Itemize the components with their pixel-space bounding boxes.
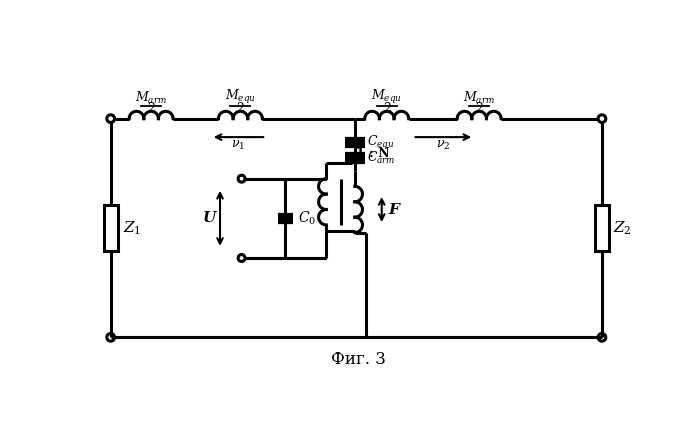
Text: 2: 2 bbox=[383, 102, 391, 115]
Text: $M_{equ}$: $M_{equ}$ bbox=[225, 87, 256, 106]
Text: $Z_2$: $Z_2$ bbox=[613, 219, 631, 237]
Text: $\nu_1$: $\nu_1$ bbox=[231, 139, 245, 152]
Text: U: U bbox=[203, 211, 216, 225]
Text: $C_{arm}$: $C_{arm}$ bbox=[367, 150, 396, 166]
Text: $\nu_2$: $\nu_2$ bbox=[436, 139, 450, 152]
Text: Фиг. 3: Фиг. 3 bbox=[331, 351, 386, 368]
Text: 1 : N: 1 : N bbox=[356, 147, 390, 160]
Text: 2: 2 bbox=[236, 102, 245, 115]
Bar bbox=[595, 205, 609, 251]
Bar bbox=[103, 205, 117, 251]
Text: $M_{arm}$: $M_{arm}$ bbox=[135, 89, 167, 106]
Text: $C_{equ}$: $C_{equ}$ bbox=[367, 134, 394, 151]
Text: $M_{arm}$: $M_{arm}$ bbox=[463, 89, 495, 106]
Text: $C_0$: $C_0$ bbox=[298, 209, 316, 227]
Text: $M_{equ}$: $M_{equ}$ bbox=[371, 87, 402, 106]
Text: $Z_1$: $Z_1$ bbox=[123, 219, 141, 237]
Text: F: F bbox=[388, 203, 398, 217]
Text: 2: 2 bbox=[147, 102, 155, 115]
Text: 2: 2 bbox=[475, 102, 483, 115]
